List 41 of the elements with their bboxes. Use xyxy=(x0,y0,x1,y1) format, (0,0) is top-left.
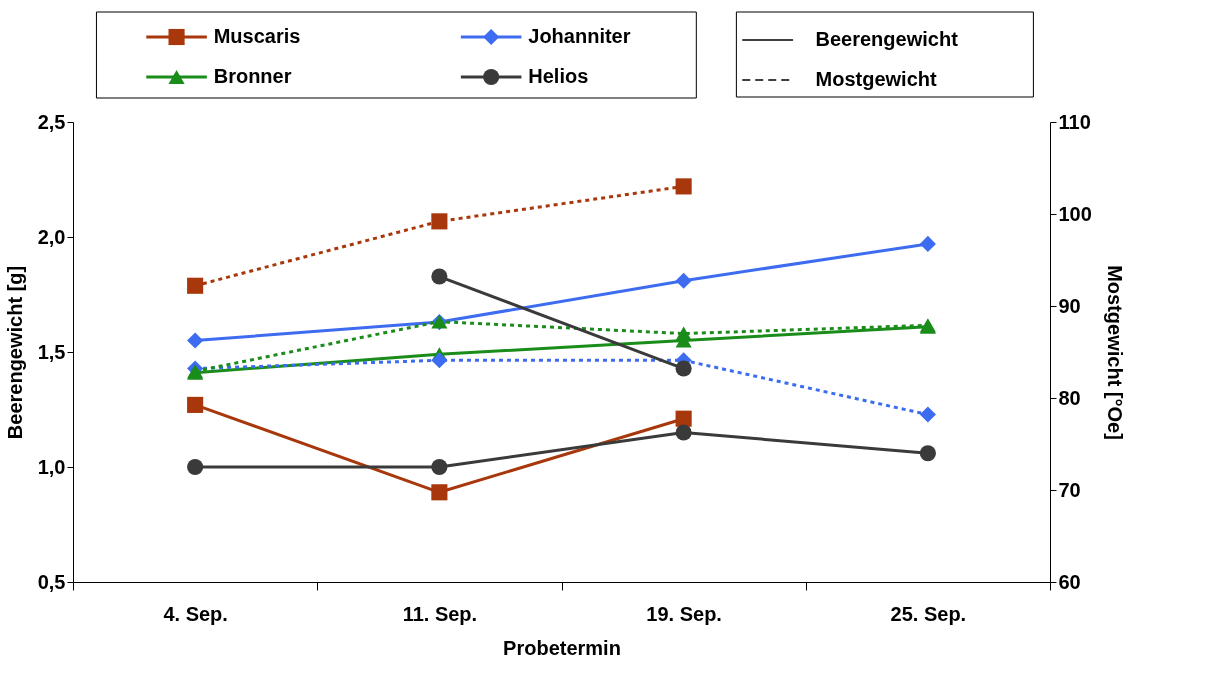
x-tick-label: 11. Sep. xyxy=(402,602,478,625)
y2-tick-label: 60 xyxy=(1058,570,1081,593)
point xyxy=(675,360,692,377)
x-tick-label: 19. Sep. xyxy=(646,602,722,625)
point xyxy=(675,272,692,289)
y-tick-label: 2,0 xyxy=(37,225,66,248)
point xyxy=(431,268,448,285)
y-axis-title: Beerengewicht [g] xyxy=(3,265,26,440)
x-tick-label: 4. Sep. xyxy=(163,602,228,625)
point xyxy=(675,410,692,427)
legend-label: Johanniter xyxy=(528,25,631,47)
legend-label: Helios xyxy=(528,65,589,87)
point xyxy=(187,277,204,294)
y2-tick-label: 110 xyxy=(1058,110,1091,133)
y-tick-label: 1,5 xyxy=(37,340,66,363)
point xyxy=(187,396,204,413)
text: Mostgewicht xyxy=(815,68,937,90)
x-tick-label: 25. Sep. xyxy=(890,602,967,625)
point xyxy=(431,458,448,476)
point xyxy=(431,484,448,501)
y2-tick-label: 70 xyxy=(1058,478,1081,501)
y2-tick-label: 90 xyxy=(1058,294,1081,317)
y2-tick-label: 100 xyxy=(1058,202,1092,225)
legend-label: Muscaris xyxy=(213,25,301,47)
point xyxy=(919,235,936,252)
point xyxy=(675,178,692,195)
legend-label: Bronner xyxy=(213,65,292,87)
point xyxy=(187,458,204,476)
x-axis-title: Probetermin xyxy=(503,636,621,659)
point xyxy=(431,352,448,369)
y-tick-label: 1,0 xyxy=(37,455,66,478)
y-tick-label: 2,5 xyxy=(37,110,66,133)
point xyxy=(187,332,204,349)
y2-tick-label: 80 xyxy=(1058,386,1081,409)
point xyxy=(919,406,936,423)
point xyxy=(675,424,692,441)
point xyxy=(919,445,936,462)
y2-axis-title: Mostgewicht [°Oe] xyxy=(1103,265,1126,440)
y-tick-label: 0,5 xyxy=(37,570,66,593)
point xyxy=(431,213,448,230)
text: Beerengewicht xyxy=(815,28,959,50)
